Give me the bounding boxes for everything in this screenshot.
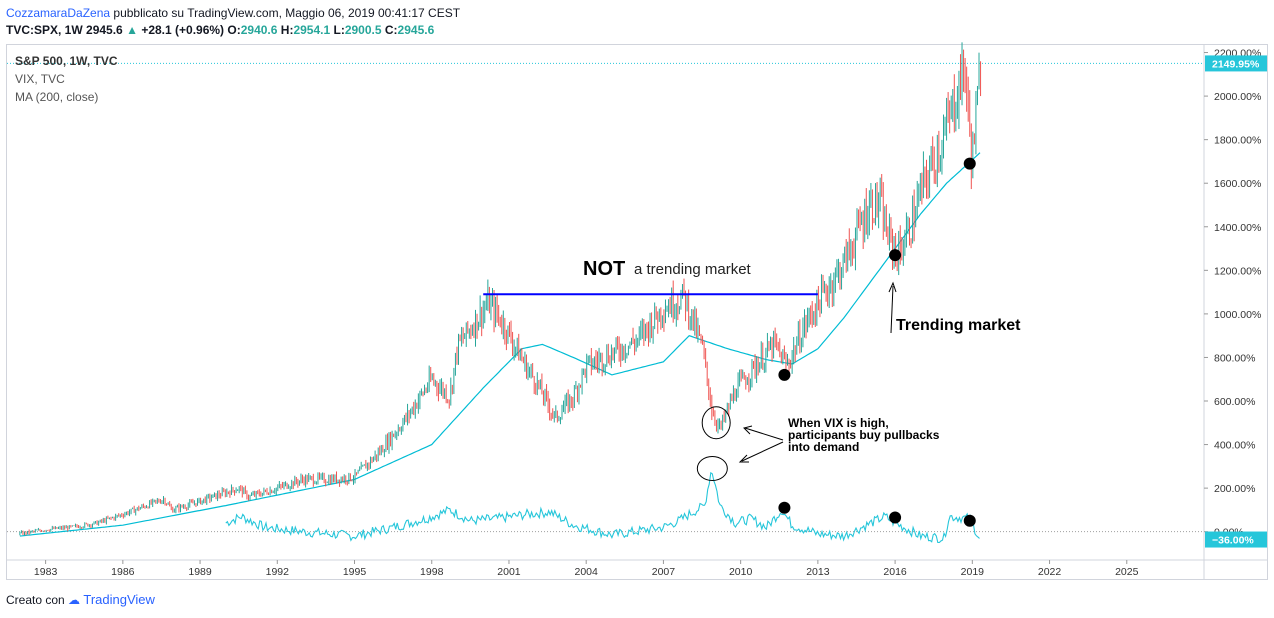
annotation-vix-line: participants buy pullbacks bbox=[788, 428, 940, 442]
up-arrow-icon: ▲ bbox=[126, 23, 138, 37]
y-tick-label: 1600.00% bbox=[1214, 178, 1261, 190]
high-value: 2954.1 bbox=[293, 23, 331, 37]
marker-dot bbox=[889, 249, 902, 262]
x-tick-label: 1995 bbox=[343, 566, 367, 578]
y-tick-label: 400.00% bbox=[1214, 440, 1255, 452]
annotation-vix-line: When VIX is high, bbox=[788, 416, 889, 430]
high-label: H: bbox=[280, 23, 294, 37]
x-tick-label: 2022 bbox=[1038, 566, 1062, 578]
x-tick-label: 2007 bbox=[652, 566, 676, 578]
marker-dot bbox=[778, 368, 791, 381]
symbol-label: TVC:SPX, 1W bbox=[6, 23, 83, 37]
y-tick-label: 200.00% bbox=[1214, 483, 1255, 495]
x-tick-label: 1992 bbox=[266, 566, 290, 578]
close-value: 2945.6 bbox=[397, 23, 435, 37]
x-tick-label: 2010 bbox=[729, 566, 753, 578]
y-tick-label: 1200.00% bbox=[1214, 265, 1261, 277]
x-tick-label: 2016 bbox=[883, 566, 907, 578]
chart-frame bbox=[6, 44, 1268, 580]
arrow-to-low bbox=[744, 427, 784, 441]
y-tick-label: 2000.00% bbox=[1214, 91, 1261, 103]
y-tick-label: 1800.00% bbox=[1214, 135, 1261, 147]
price-tag-label: 2149.95% bbox=[1212, 58, 1260, 70]
open-value: 2940.6 bbox=[240, 23, 278, 37]
chart-legend: S&P 500, 1W, TVC VIX, TVC MA (200, close… bbox=[15, 52, 118, 106]
publish-info: CozzamaraDaZena pubblicato su TradingVie… bbox=[6, 5, 460, 22]
vix-line bbox=[225, 471, 980, 544]
highlight-circle bbox=[696, 456, 728, 482]
marker-dot bbox=[963, 157, 976, 170]
legend-spx[interactable]: S&P 500, 1W, TVC bbox=[15, 54, 118, 68]
annotation-trending: Trending market bbox=[896, 317, 1021, 334]
low-label: L: bbox=[333, 23, 345, 37]
x-tick-label: 2025 bbox=[1115, 566, 1139, 578]
x-tick-label: 2019 bbox=[961, 566, 985, 578]
price-tag bbox=[1205, 55, 1267, 72]
last-price: 2945.6 bbox=[86, 23, 123, 37]
annotation-vix-line: into demand bbox=[788, 440, 859, 454]
arrow-to-vix bbox=[741, 441, 784, 462]
y-tick-label: 600.00% bbox=[1214, 396, 1255, 408]
tradingview-link[interactable]: TradingView bbox=[83, 592, 155, 607]
open-label: O: bbox=[227, 23, 241, 37]
price-tag-label: −36.00% bbox=[1212, 535, 1254, 547]
arrow-head-icon bbox=[743, 425, 753, 435]
marker-dot bbox=[778, 501, 791, 514]
marker-dot bbox=[889, 511, 902, 524]
author-link[interactable]: CozzamaraDaZena bbox=[6, 6, 111, 20]
low-value: 2900.5 bbox=[344, 23, 382, 37]
ma-200-line bbox=[19, 152, 981, 537]
highlight-circle bbox=[701, 406, 731, 440]
arrow-trending bbox=[890, 285, 894, 334]
annotation-not: NOT bbox=[583, 258, 625, 280]
x-tick-label: 1986 bbox=[111, 566, 135, 578]
marker-dot bbox=[963, 514, 976, 527]
footer: Creato con ☁ TradingView bbox=[6, 592, 155, 607]
x-tick-label: 2013 bbox=[806, 566, 830, 578]
y-tick-label: 800.00% bbox=[1214, 352, 1255, 364]
arrow-head-icon bbox=[888, 281, 897, 293]
legend-ma[interactable]: MA (200, close) bbox=[15, 90, 99, 104]
publish-date: pubblicato su TradingView.com, Maggio 06… bbox=[113, 6, 461, 20]
tradingview-logo-icon: ☁ bbox=[68, 593, 81, 607]
x-tick-label: 1989 bbox=[188, 566, 212, 578]
x-tick-label: 2004 bbox=[575, 566, 599, 578]
legend-vix[interactable]: VIX, TVC bbox=[15, 72, 65, 86]
x-tick-label: 1998 bbox=[420, 566, 444, 578]
y-tick-label: 1000.00% bbox=[1214, 309, 1261, 321]
x-tick-label: 2001 bbox=[497, 566, 521, 578]
arrow-head-icon bbox=[738, 454, 749, 463]
annotation-not-rest: a trending market bbox=[634, 261, 752, 278]
ohlc-bar: TVC:SPX, 1W 2945.6 ▲ +28.1 (+0.96%) O:29… bbox=[6, 22, 434, 39]
y-tick-label: 1400.00% bbox=[1214, 222, 1261, 234]
price-change: +28.1 (+0.96%) bbox=[141, 23, 225, 37]
x-tick-label: 1983 bbox=[34, 566, 58, 578]
price-tag bbox=[1205, 531, 1267, 548]
close-label: C: bbox=[384, 23, 398, 37]
created-with: Creato con bbox=[6, 593, 65, 607]
